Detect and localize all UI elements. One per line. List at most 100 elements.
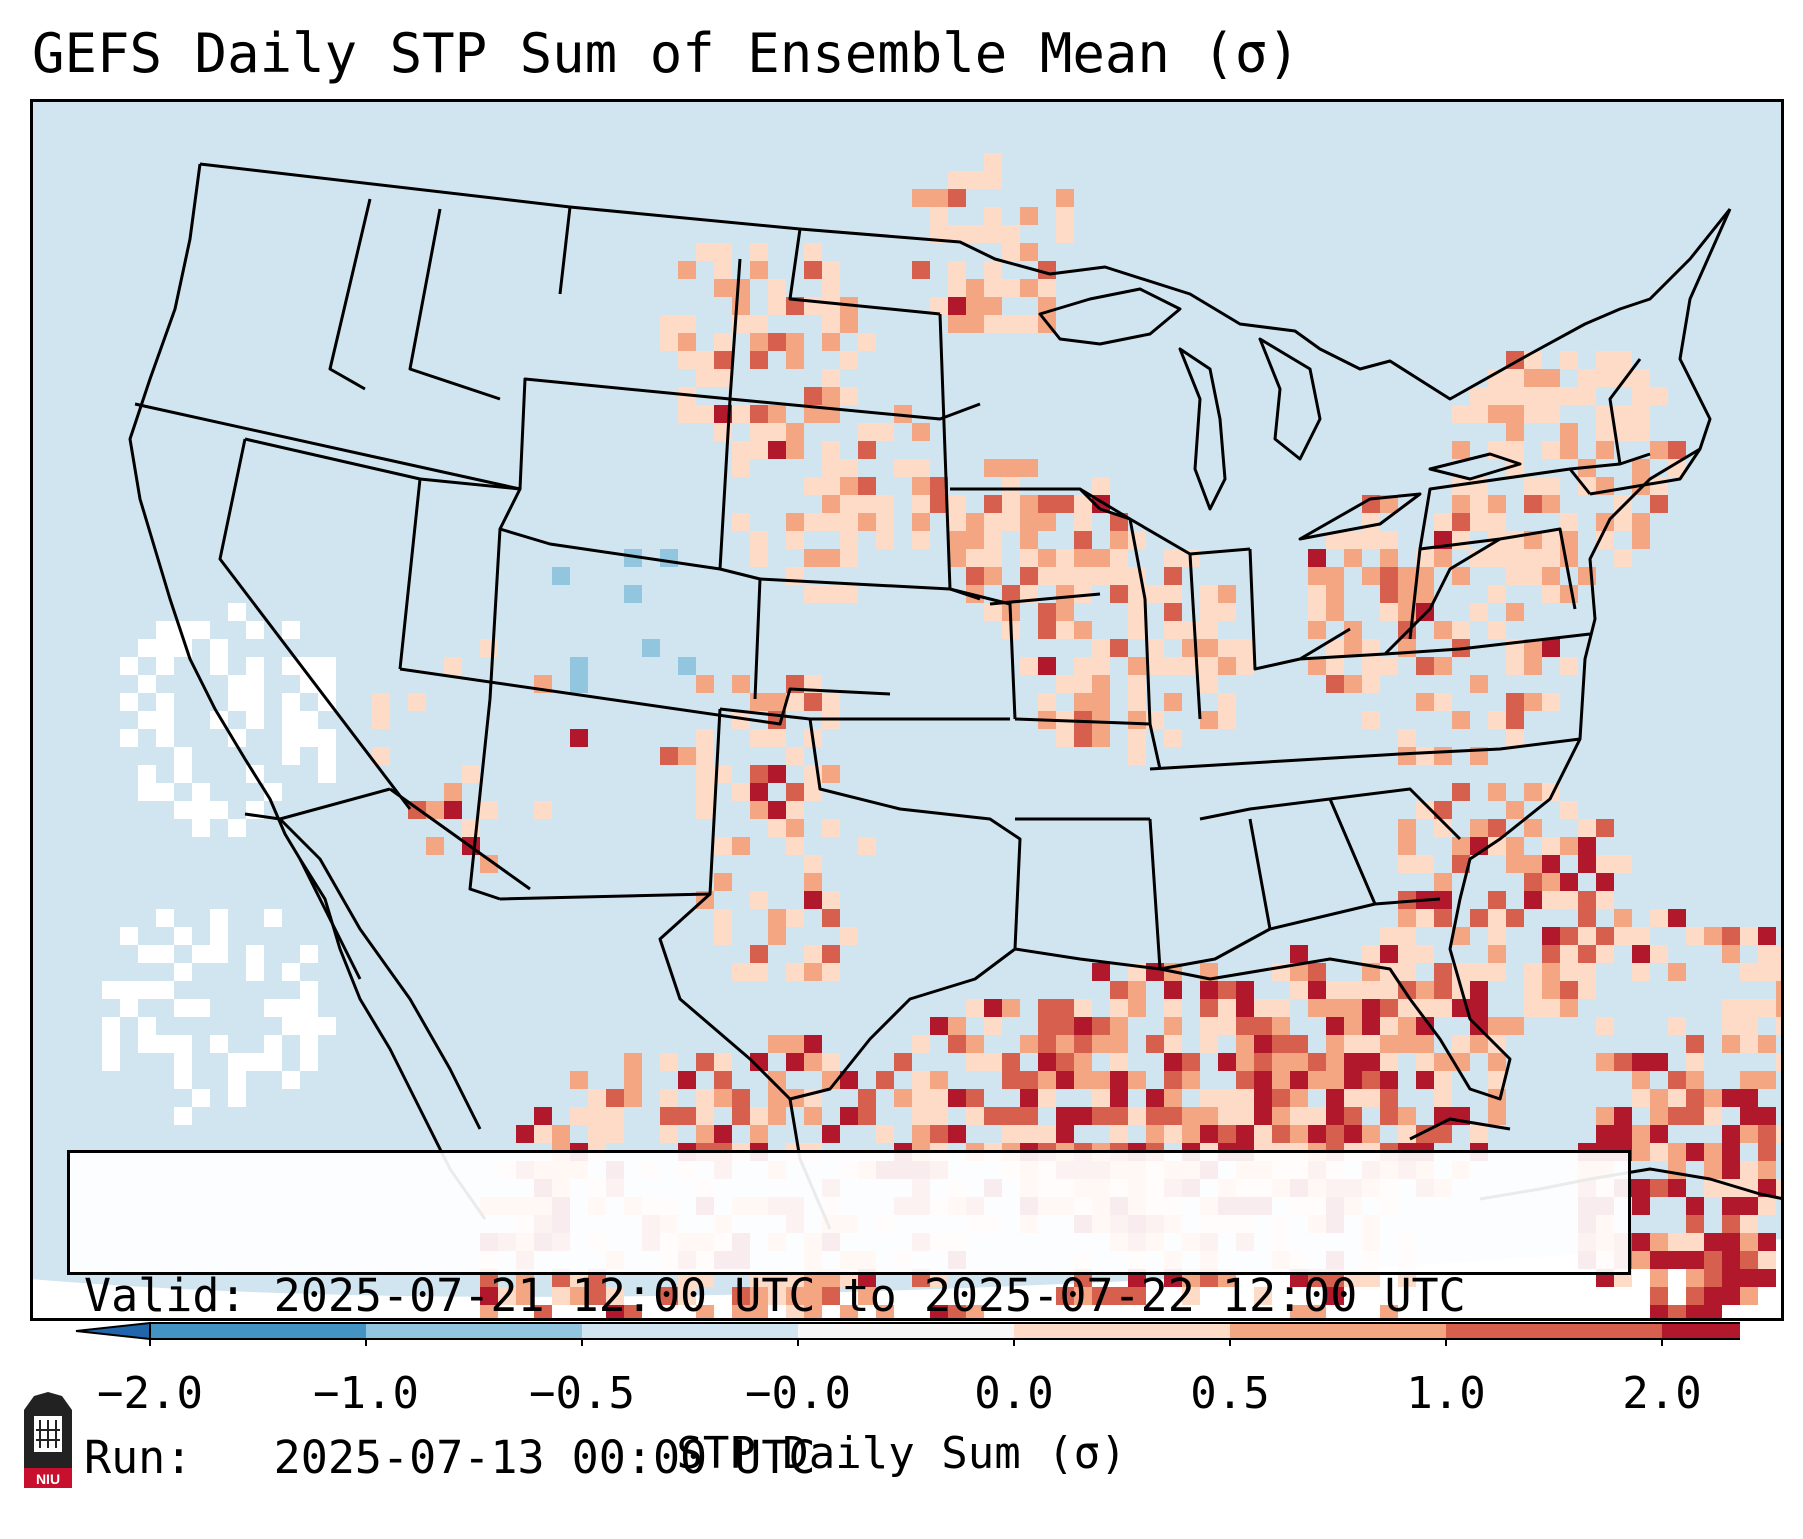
stp-cell: [570, 657, 588, 675]
stp-cell: [1470, 999, 1488, 1017]
stp-cell: [282, 693, 300, 711]
stp-cell: [1308, 1071, 1326, 1089]
stp-cell: [804, 963, 822, 981]
stp-cell: [192, 621, 210, 639]
stp-cell: [102, 1053, 120, 1071]
stp-cell: [696, 1053, 714, 1071]
stp-cell: [1614, 909, 1632, 927]
stp-cell: [1020, 495, 1038, 513]
stp-cell: [1092, 1071, 1110, 1089]
stp-cell: [1002, 243, 1020, 261]
stp-cell: [822, 261, 840, 279]
stp-cell: [1200, 1017, 1218, 1035]
stp-cell: [1290, 1035, 1308, 1053]
stp-cell: [1326, 1053, 1344, 1071]
stp-cell: [282, 621, 300, 639]
stp-cell: [192, 783, 210, 801]
stp-cell: [1380, 999, 1398, 1017]
stp-cell: [822, 585, 840, 603]
colorbar-bin: [1014, 1323, 1230, 1339]
stp-cell: [984, 1053, 1002, 1071]
stp-cell: [930, 1089, 948, 1107]
stp-cell: [1542, 585, 1560, 603]
stp-cell: [948, 171, 966, 189]
stp-cell: [1200, 711, 1218, 729]
stp-cell: [1272, 1017, 1290, 1035]
stp-cell: [1254, 1107, 1272, 1125]
stp-cell: [1632, 405, 1650, 423]
stp-cell: [1344, 1089, 1362, 1107]
stp-cell: [1542, 369, 1560, 387]
stp-cell: [1542, 567, 1560, 585]
stp-cell: [1128, 531, 1146, 549]
stp-cell: [984, 1017, 1002, 1035]
stp-cell: [1344, 1071, 1362, 1089]
stp-cell: [1632, 1197, 1650, 1215]
stp-cell: [732, 405, 750, 423]
stp-cell: [696, 351, 714, 369]
stp-cell: [822, 1125, 840, 1143]
stp-cell: [1038, 513, 1056, 531]
stp-cell: [1362, 999, 1380, 1017]
stp-cell: [732, 441, 750, 459]
stp-cell: [1272, 999, 1290, 1017]
stp-cell: [660, 747, 678, 765]
colorbar-extend-min: [76, 1323, 150, 1339]
stp-cell: [1560, 945, 1578, 963]
stp-cell: [1200, 585, 1218, 603]
stp-cell: [1650, 1251, 1668, 1269]
stp-cell: [786, 1035, 804, 1053]
stp-cell: [714, 351, 732, 369]
stp-cell: [606, 1089, 624, 1107]
stp-cell: [1506, 801, 1524, 819]
stp-cell: [210, 927, 228, 945]
stp-cell: [1218, 639, 1236, 657]
stp-cell: [1218, 693, 1236, 711]
stp-cell: [822, 441, 840, 459]
stp-cell: [1092, 567, 1110, 585]
stp-cell: [1578, 819, 1596, 837]
stp-cell: [1452, 567, 1470, 585]
stp-cell: [1740, 1215, 1758, 1233]
stp-cell: [1416, 909, 1434, 927]
stp-cell: [1632, 1053, 1650, 1071]
stp-cell: [1596, 1107, 1614, 1125]
stp-cell: [786, 1053, 804, 1071]
stp-cell: [1632, 1071, 1650, 1089]
stp-cell: [1398, 963, 1416, 981]
stp-cell: [696, 243, 714, 261]
stp-cell: [858, 513, 876, 531]
stp-cell: [1524, 567, 1542, 585]
stp-cell: [714, 1089, 732, 1107]
stp-cell: [1722, 945, 1740, 963]
stp-cell: [1092, 657, 1110, 675]
stp-cell: [1632, 1251, 1650, 1269]
stp-cell: [1686, 1197, 1704, 1215]
stp-cell: [1074, 1053, 1092, 1071]
stp-cell: [750, 1107, 768, 1125]
stp-cell: [228, 693, 246, 711]
stp-cell: [1596, 351, 1614, 369]
stp-cell: [1470, 603, 1488, 621]
stp-cell: [1542, 873, 1560, 891]
colorbar-bin: [1446, 1323, 1662, 1339]
stp-cell: [1020, 1035, 1038, 1053]
colorbar-tick-label: 2.0: [1622, 1368, 1701, 1419]
stp-cell: [750, 315, 768, 333]
stp-cell: [786, 351, 804, 369]
stp-cell: [1758, 1161, 1776, 1179]
stp-cell: [1506, 729, 1524, 747]
stp-cell: [1452, 837, 1470, 855]
stp-cell: [444, 657, 462, 675]
stp-cell: [1128, 693, 1146, 711]
stp-cell: [1074, 1035, 1092, 1053]
stp-cell: [1182, 1053, 1200, 1071]
stp-cell: [1416, 747, 1434, 765]
stp-cell: [228, 603, 246, 621]
stp-cell: [1272, 1089, 1290, 1107]
stp-cell: [1740, 1107, 1758, 1125]
stp-cell: [1218, 1053, 1236, 1071]
stp-cell: [966, 171, 984, 189]
stp-cell: [1362, 1089, 1380, 1107]
stp-cell: [840, 585, 858, 603]
